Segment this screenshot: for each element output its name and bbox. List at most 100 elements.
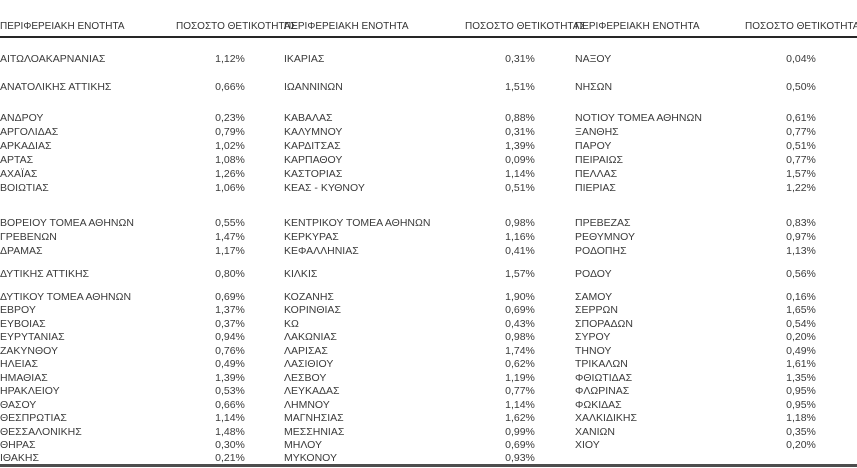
positivity-cell: 1,65% [786, 304, 816, 316]
positivity-cell: 0,51% [505, 181, 535, 194]
positivity-cell: 0,66% [215, 80, 245, 93]
positivity-cell [745, 258, 857, 267]
region-cell: ΣΠΟΡΑΔΩΝ [575, 317, 633, 330]
positivity-cell: 0,95% [786, 385, 816, 397]
positivity-cell: 1,06% [215, 181, 245, 194]
region-cell: ΠΑΡΟΥ [575, 139, 612, 152]
region-cell: ΑΝΔΡΟΥ [0, 111, 44, 124]
positivity-cell: 0,97% [786, 230, 816, 243]
region-cell: ΔΥΤΙΚΗΣ ΑΤΤΙΚΗΣ [0, 267, 90, 280]
table-row: ΑΙΤΩΛΟΑΚΑΡΝΑΝΙΑΣ 1,12% ΙΚΑΡΙΑΣ 0,31% ΝΑΞΟΥ 0,… [0, 52, 857, 66]
positivity-cell: 0,83% [786, 216, 816, 229]
region-cell: ΚΕΡΚΥΡΑΣ [284, 230, 339, 243]
spacer-row [0, 258, 857, 267]
positivity-cell: 0,94% [215, 331, 245, 343]
positivity-cell: 1,39% [215, 371, 245, 384]
positivity-cell: 0,77% [786, 153, 816, 166]
positivity-header: ΠΟΣΟΣΤΟ ΘΕΤΙΚΟΤΗΤΑΣ [465, 0, 586, 38]
positivity-cell: 0,69% [215, 290, 245, 303]
region-cell: ΤΡΙΚΑΛΩΝ [575, 358, 628, 370]
region-header: ΠΕΡΙΦΕΡΕΙΑΚΗ ΕΝΟΤΗΤΑ [575, 0, 745, 38]
region-cell [575, 37, 745, 52]
region-cell: ΦΛΩΡΙΝΑΣ [575, 385, 630, 397]
region-cell: ΧΙΟΥ [575, 439, 600, 451]
region-cell: ΝΗΣΩΝ [575, 80, 613, 93]
region-cell: ΑΙΤΩΛΟΑΚΑΡΝΑΝΙΑΣ [0, 52, 106, 65]
positivity-cell: 0,76% [215, 344, 245, 357]
positivity-cell [745, 452, 857, 466]
region-cell: ΚΑΒΑΛΑΣ [284, 111, 333, 124]
region-cell: ΚΟΡΙΝΘΙΑΣ [284, 304, 341, 316]
positivity-cell: 0,55% [215, 216, 245, 229]
positivity-cell: 0,43% [505, 317, 535, 330]
positivity-cell: 0,93% [505, 451, 535, 464]
region-cell: ΜΗΛΟΥ [284, 439, 322, 451]
table-row: ΑΝΔΡΟΥ 0,23% ΚΑΒΑΛΑΣ 0,88% ΝΟΤΙΟΥ ΤΟΜΕΑ ΑΘΗΝ… [0, 111, 857, 125]
positivity-cell [176, 37, 284, 52]
region-cell: ΗΜΑΘΙΑΣ [0, 371, 48, 384]
region-cell: ΗΛΕΙΑΣ [0, 358, 39, 370]
region-cell: ΒΟΡΕΙΟΥ ΤΟΜΕΑ ΑΘΗΝΩΝ [0, 216, 134, 229]
positivity-cell: 0,20% [786, 331, 816, 343]
positivity-cell: 0,30% [215, 439, 245, 451]
table-row: ΑΝΑΤΟΛΙΚΗΣ ΑΤΤΙΚΗΣ 0,66% ΙΩΑΝΝΙΝΩΝ 1,51% ΝΗΣ… [0, 80, 857, 94]
positivity-cell: 0,21% [215, 451, 245, 464]
positivity-cell [176, 195, 284, 216]
region-cell: ΘΕΣΠΡΩΤΙΑΣ [0, 412, 67, 424]
positivity-cell: 0,66% [215, 398, 245, 411]
region-cell: ΚΑΣΤΟΡΙΑΣ [284, 167, 343, 180]
region-cell: ΜΕΣΣΗΝΙΑΣ [284, 425, 345, 438]
positivity-cell: 1,39% [505, 139, 535, 152]
table-row: ΖΑΚΥΝΘΟΥ 0,76% ΛΑΡΙΣΑΣ 1,74% ΤΗΝΟΥ 0,49% [0, 344, 857, 358]
region-cell [0, 281, 176, 290]
positivity-cell: 0,98% [505, 331, 535, 343]
positivity-cell: 1,47% [215, 230, 245, 243]
region-header: ΠΕΡΙΦΕΡΕΙΑΚΗ ΕΝΟΤΗΤΑ [284, 0, 465, 38]
region-cell: ΧΑΛΚΙΔΙΚΗΣ [575, 412, 637, 424]
table-row: ΙΘΑΚΗΣ 0,21% ΜΥΚΟΝΟΥ 0,93% [0, 452, 857, 466]
positivity-cell: 0,61% [786, 111, 816, 124]
positivity-cell: 1,57% [505, 267, 535, 280]
positivity-header: ΠΟΣΟΣΤΟ ΘΕΤΙΚΟΤΗΤΑΣ [176, 0, 297, 38]
table-row: ΒΟΡΕΙΟΥ ΤΟΜΕΑ ΑΘΗΝΩΝ 0,55% ΚΕΝΤΡΙΚΟΥ ΤΟΜΕΑ… [0, 216, 857, 230]
positivity-cell [176, 281, 284, 290]
region-cell: ΑΡΚΑΔΙΑΣ [0, 139, 52, 152]
table-row: ΘΕΣΣΑΛΟΝΙΚΗΣ 1,48% ΜΕΣΣΗΝΙΑΣ 0,99% ΧΑΝΙΩΝ 0,3… [0, 425, 857, 439]
positivity-cell: 0,54% [786, 317, 816, 330]
positivity-cell: 1,37% [215, 304, 245, 316]
positivity-cell: 0,69% [505, 304, 535, 316]
table-row: ΘΗΡΑΣ 0,30% ΜΗΛΟΥ 0,69% ΧΙΟΥ 0,20% [0, 439, 857, 453]
positivity-cell: 1,14% [505, 167, 535, 180]
region-cell: ΘΕΣΣΑΛΟΝΙΚΗΣ [0, 425, 82, 438]
positivity-cell: 1,12% [215, 52, 245, 65]
region-cell [284, 258, 465, 267]
region-cell: ΚΑΡΔΙΤΣΑΣ [284, 139, 341, 152]
region-cell [284, 66, 465, 80]
region-cell: ΣΕΡΡΩΝ [575, 304, 618, 316]
region-cell: ΚΕΦΑΛΛΗΝΙΑΣ [284, 244, 359, 257]
region-cell: ΡΟΔΟΠΗΣ [575, 244, 627, 257]
region-cell: ΚΩ [284, 317, 299, 330]
positivity-cell: 0,49% [215, 358, 245, 370]
region-cell [284, 195, 465, 216]
positivity-cell [465, 258, 575, 267]
region-cell [0, 94, 176, 111]
positivity-cell: 0,79% [215, 125, 245, 138]
region-cell: ΠΕΙΡΑΙΩΣ [575, 153, 623, 166]
positivity-cell: 1,74% [505, 344, 535, 357]
region-cell: ΗΡΑΚΛΕΙΟΥ [0, 385, 60, 397]
positivity-cell: 1,16% [505, 230, 535, 243]
region-cell [284, 37, 465, 52]
positivity-cell [465, 195, 575, 216]
region-cell: ΕΥΡΥΤΑΝΙΑΣ [0, 331, 65, 343]
region-cell: ΑΧΑΪΑΣ [0, 167, 38, 180]
region-cell: ΚΟΖΑΝΗΣ [284, 290, 334, 303]
table-row: ΑΧΑΪΑΣ 1,26% ΚΑΣΤΟΡΙΑΣ 1,14% ΠΕΛΛΑΣ 1,57% [0, 167, 857, 181]
region-cell: ΡΕΘΥΜΝΟΥ [575, 230, 636, 243]
positivity-cell: 0,99% [505, 425, 535, 438]
region-cell [575, 195, 745, 216]
spacer-row [0, 281, 857, 290]
region-cell: ΕΥΒΟΙΑΣ [0, 317, 46, 330]
positivity-cell: 0,69% [505, 439, 535, 451]
